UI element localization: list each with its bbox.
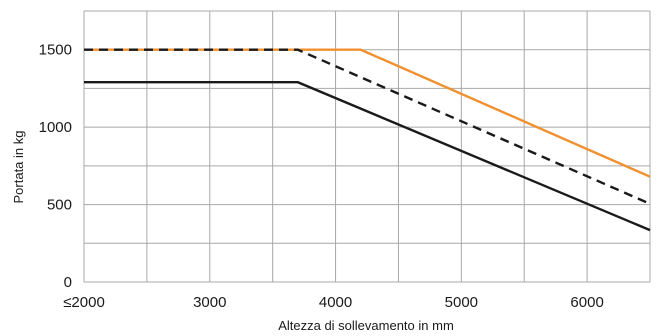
x-tick-label: 6000 — [570, 294, 603, 311]
x-tick-labels: ≤2000 3000 4000 5000 6000 — [63, 294, 604, 311]
chart-grid — [83, 10, 651, 283]
series-line-1 — [84, 48, 651, 178]
y-tick-label: 1500 — [39, 42, 72, 59]
x-tick-label: 5000 — [445, 294, 478, 311]
chart-series — [84, 48, 651, 232]
x-tick-label: 3000 — [193, 294, 226, 311]
y-tick-label: 500 — [47, 197, 72, 214]
x-tick-label: 4000 — [319, 294, 352, 311]
x-tick-label: ≤2000 — [63, 294, 105, 311]
x-axis-label: Altezza di sollevamento in mm — [278, 318, 454, 333]
y-tick-label: 0 — [64, 274, 72, 291]
y-tick-label: 1000 — [39, 119, 72, 136]
y-tick-labels: 0 500 1000 1500 — [39, 42, 72, 291]
y-axis-label: Portata in kg — [11, 131, 26, 204]
series-line-3 — [84, 81, 651, 232]
series-line-2 — [84, 48, 651, 205]
